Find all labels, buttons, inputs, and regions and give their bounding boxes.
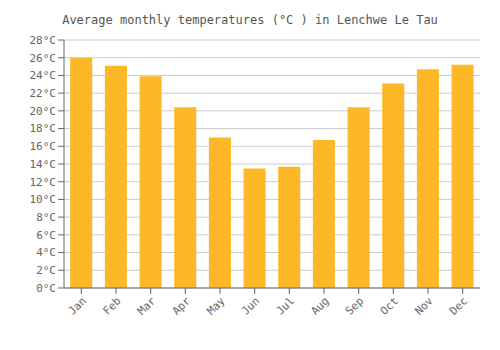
svg-text:28°C: 28°C <box>30 34 57 47</box>
svg-text:2°C: 2°C <box>36 264 56 277</box>
svg-text:Mar: Mar <box>135 294 159 318</box>
svg-text:Apr: Apr <box>170 294 194 318</box>
svg-text:4°C: 4°C <box>36 246 56 259</box>
svg-text:0°C: 0°C <box>36 282 56 295</box>
svg-text:12°C: 12°C <box>30 176 57 189</box>
svg-text:Oct: Oct <box>378 294 401 317</box>
svg-text:10°C: 10°C <box>30 193 57 206</box>
svg-text:Feb: Feb <box>100 294 123 317</box>
svg-text:16°C: 16°C <box>30 140 57 153</box>
svg-text:26°C: 26°C <box>30 52 57 65</box>
svg-text:6°C: 6°C <box>36 229 56 242</box>
svg-text:24°C: 24°C <box>30 69 57 82</box>
svg-text:20°C: 20°C <box>30 105 57 118</box>
svg-text:Jun: Jun <box>239 294 262 317</box>
svg-text:Nov: Nov <box>412 294 436 318</box>
svg-text:22°C: 22°C <box>30 87 57 100</box>
svg-text:Jul: Jul <box>274 294 297 317</box>
svg-text:Dec: Dec <box>447 294 470 317</box>
html-text:Average monthly temperatures (: Average monthly temperatures (°C ) in Le… <box>62 13 438 27</box>
svg-text:Jan: Jan <box>66 294 89 317</box>
svg-text:18°C: 18°C <box>30 122 57 135</box>
svg-text:Sep: Sep <box>343 294 366 317</box>
svg-text:May: May <box>204 294 228 318</box>
svg-text:14°C: 14°C <box>30 158 57 171</box>
svg-text:8°C: 8°C <box>36 211 56 224</box>
svg-text:Aug: Aug <box>308 294 331 317</box>
